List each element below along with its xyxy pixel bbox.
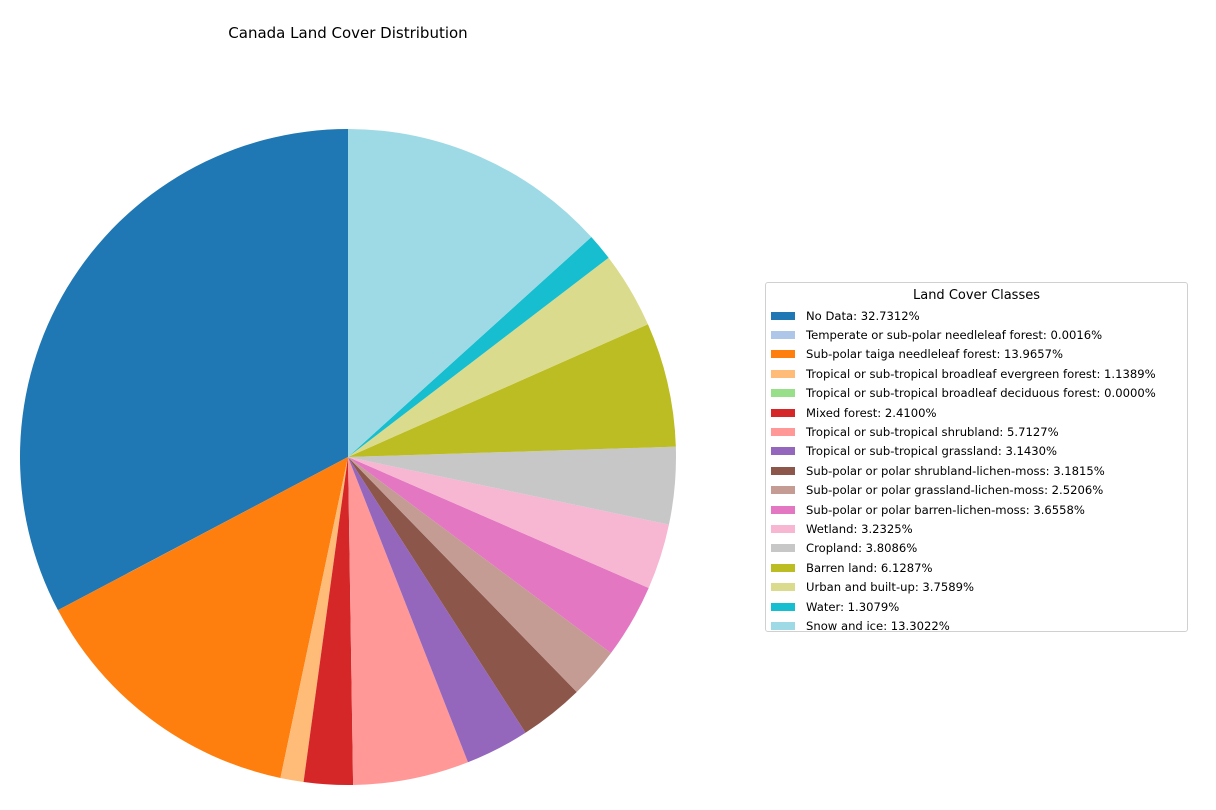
legend-label: Sub-polar taiga needleleaf forest: 13.96…	[806, 347, 1064, 362]
legend-item-11: Wetland: 3.2325%	[771, 519, 1187, 538]
pie-slice-10	[348, 457, 649, 654]
pie-slice-2	[57, 457, 349, 778]
legend-swatch	[771, 389, 795, 398]
legend-swatch	[771, 408, 795, 417]
legend-swatch	[771, 524, 795, 533]
legend-title: Land Cover Classes	[912, 288, 1040, 303]
legend-label: Barren land: 6.1287%	[806, 560, 933, 575]
chart-title: Canada Land Cover Distribution	[228, 24, 468, 42]
legend-item-8: Sub-polar or polar shrubland-lichen-moss…	[771, 461, 1187, 480]
legend-item-6: Tropical or sub-tropical shrubland: 5.71…	[771, 422, 1187, 441]
pie-slice-11	[348, 457, 669, 588]
legend-swatch	[771, 311, 795, 320]
legend-swatch	[771, 583, 795, 592]
pie-slice-9	[348, 457, 611, 693]
legend-swatch	[771, 350, 795, 359]
pie-chart	[19, 129, 677, 785]
legend-item-10: Sub-polar or polar barren-lichen-moss: 3…	[771, 500, 1187, 519]
legend-item-0: No Data: 32.7312%	[771, 306, 1187, 325]
legend-label: Sub-polar or polar shrubland-lichen-moss…	[806, 463, 1105, 478]
legend-label: Water: 1.3079%	[806, 599, 900, 614]
legend-swatch	[771, 563, 795, 572]
legend-swatch	[771, 505, 795, 514]
pie-slice-6	[348, 457, 468, 785]
legend-label: Mixed forest: 2.4100%	[806, 405, 937, 420]
legend-label: Tropical or sub-tropical grassland: 3.14…	[806, 444, 1058, 459]
pie-slice-13	[348, 324, 676, 457]
legend-item-2: Sub-polar taiga needleleaf forest: 13.96…	[771, 345, 1187, 364]
legend-label: Temperate or sub-polar needleleaf forest…	[806, 328, 1103, 343]
legend-item-9: Sub-polar or polar grassland-lichen-moss…	[771, 481, 1187, 500]
pie-slice-16	[348, 129, 592, 457]
legend-swatch	[771, 602, 795, 611]
legend-label: Snow and ice: 13.3022%	[806, 618, 950, 633]
legend-swatch	[771, 486, 795, 495]
legend-item-13: Barren land: 6.1287%	[771, 558, 1187, 577]
legend-swatch	[771, 428, 795, 437]
pie-slice-5	[303, 457, 354, 785]
legend-swatch	[771, 621, 795, 630]
legend-swatch	[771, 466, 795, 475]
legend-item-16: Snow and ice: 13.3022%	[771, 616, 1187, 635]
legend-item-15: Water: 1.3079%	[771, 597, 1187, 616]
pie-slice-12	[348, 446, 677, 525]
legend-swatch	[771, 369, 795, 378]
legend-label: Tropical or sub-tropical broadleaf decid…	[806, 386, 1156, 401]
legend-item-5: Mixed forest: 2.4100%	[771, 403, 1187, 422]
legend: Land Cover Classes No Data: 32.7312% Temp…	[765, 282, 1188, 633]
legend-item-4: Tropical or sub-tropical broadleaf decid…	[771, 384, 1187, 403]
legend-item-14: Urban and built-up: 3.7589%	[771, 577, 1187, 596]
legend-item-12: Cropland: 3.8086%	[771, 539, 1187, 558]
legend-swatch	[771, 544, 795, 553]
legend-swatch	[771, 331, 795, 340]
legend-items: No Data: 32.7312% Temperate or sub-polar …	[771, 306, 1187, 636]
pie-slice-0	[19, 129, 349, 611]
legend-label: No Data: 32.7312%	[806, 308, 920, 323]
legend-item-3: Tropical or sub-tropical broadleaf everg…	[771, 364, 1187, 383]
legend-swatch	[771, 447, 795, 456]
pie-slice-7	[348, 457, 526, 763]
legend-label: Sub-polar or polar grassland-lichen-moss…	[806, 483, 1104, 498]
legend-label: Wetland: 3.2325%	[806, 521, 913, 536]
legend-label: Cropland: 3.8086%	[806, 541, 918, 556]
pie-slice-14	[348, 257, 648, 457]
legend-label: Sub-polar or polar barren-lichen-moss: 3…	[806, 502, 1085, 517]
legend-label: Urban and built-up: 3.7589%	[806, 580, 975, 595]
legend-label: Tropical or sub-tropical shrubland: 5.71…	[806, 425, 1059, 440]
legend-item-1: Temperate or sub-polar needleleaf forest…	[771, 325, 1187, 344]
pie-slice-3	[280, 457, 348, 782]
pie-slice-1	[57, 457, 348, 611]
legend-item-7: Tropical or sub-tropical grassland: 3.14…	[771, 442, 1187, 461]
legend-label: Tropical or sub-tropical broadleaf everg…	[806, 366, 1156, 381]
pie-slice-8	[348, 457, 577, 733]
pie-slice-15	[348, 237, 609, 457]
